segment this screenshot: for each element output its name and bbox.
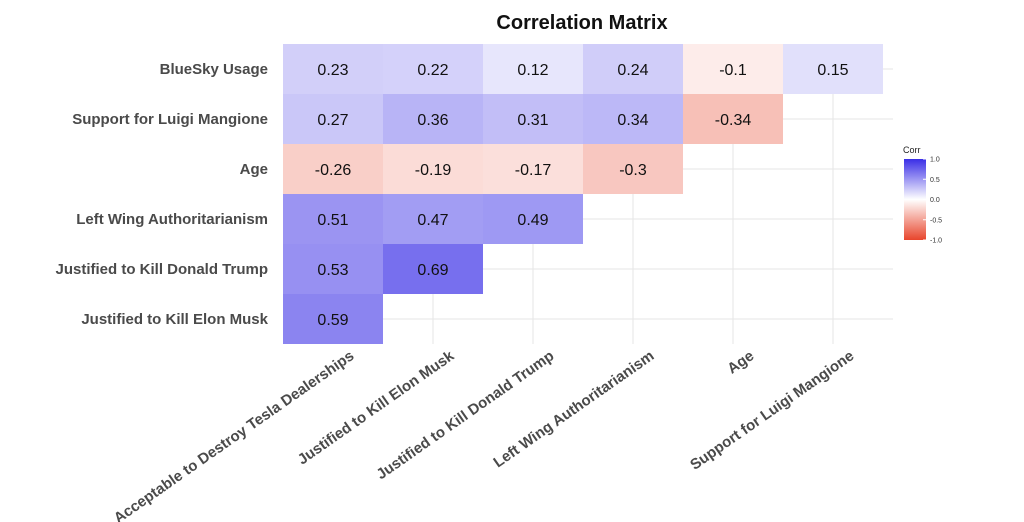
legend-title: Corr <box>903 145 921 155</box>
legend-tick-label: 0.5 <box>930 177 940 184</box>
x-tick-label: Age <box>724 347 757 377</box>
y-tick-label: Support for Luigi Mangione <box>72 111 268 128</box>
heatmap-cells: 0.23 0.22 0.12 0.24 -0.1 0.15 0.27 0.36 0.31 0.34… <box>283 44 883 344</box>
legend-tick-label: -0.5 <box>930 217 942 224</box>
cell-value-label: -0.34 <box>715 112 752 129</box>
cell-value-label: 0.23 <box>317 62 348 79</box>
heatmap-cell <box>383 144 483 194</box>
heatmap-cell <box>483 144 583 194</box>
x-tick-label: Acceptable to Destroy Tesla Dealerships <box>111 347 357 522</box>
y-tick-label: Justified to Kill Elon Musk <box>81 311 268 328</box>
cell-value-label: -0.17 <box>515 162 552 179</box>
x-tick-label: Justified to Kill Donald Trump <box>373 347 557 483</box>
heatmap-cell <box>383 194 483 244</box>
heatmap-cell <box>383 244 483 294</box>
heatmap-cell <box>783 44 883 94</box>
cell-value-label: 0.12 <box>517 62 548 79</box>
cell-value-label: 0.15 <box>817 62 848 79</box>
cell-value-label: -0.1 <box>719 62 747 79</box>
x-axis-labels: Acceptable to Destroy Tesla DealershipsJ… <box>111 347 857 522</box>
y-tick-label: Left Wing Authoritarianism <box>76 211 268 228</box>
color-legend: Corr 1.0 0.5 0.0 -0.5 -1.0 <box>903 145 942 245</box>
cell-value-label: 0.69 <box>417 262 448 279</box>
cell-value-label: 0.31 <box>517 112 548 129</box>
heatmap-cell <box>283 144 383 194</box>
legend-tick-label: 1.0 <box>930 157 940 164</box>
x-tick-label: Left Wing Authoritarianism <box>490 347 657 471</box>
cell-value-label: -0.19 <box>415 162 452 179</box>
cell-value-label: 0.47 <box>417 212 448 229</box>
cell-value-label: 0.59 <box>317 312 348 329</box>
cell-value-label: 0.34 <box>617 112 648 129</box>
cell-value-label: -0.3 <box>619 162 647 179</box>
heatmap-cell <box>283 194 383 244</box>
cell-value-label: 0.24 <box>617 62 648 79</box>
legend-tick-label: 0.0 <box>930 197 940 204</box>
y-tick-label: BlueSky Usage <box>160 61 268 78</box>
legend-colorbar <box>904 159 926 240</box>
y-axis-labels: BlueSky Usage Support for Luigi Mangione A… <box>55 61 268 328</box>
heatmap-cell <box>483 94 583 144</box>
legend-tick-label: -1.0 <box>930 238 942 245</box>
cell-value-label: 0.49 <box>517 212 548 229</box>
heatmap-cell <box>383 94 483 144</box>
cell-value-label: 0.36 <box>417 112 448 129</box>
heatmap-cell <box>283 294 383 344</box>
cell-value-label: -0.26 <box>315 162 352 179</box>
cell-value-label: 0.51 <box>317 212 348 229</box>
heatmap-cell <box>583 44 683 94</box>
chart-title: Correlation Matrix <box>496 12 667 34</box>
cell-value-label: 0.22 <box>417 62 448 79</box>
y-tick-label: Justified to Kill Donald Trump <box>55 261 268 278</box>
heatmap-cell <box>383 44 483 94</box>
x-tick-label: Support for Luigi Mangione <box>687 347 857 473</box>
cell-value-label: 0.27 <box>317 112 348 129</box>
heatmap-cell <box>283 44 383 94</box>
heatmap-cell <box>483 44 583 94</box>
heatmap-cell <box>283 94 383 144</box>
heatmap-cell <box>683 94 783 144</box>
x-tick-label: Justified to Kill Elon Musk <box>295 347 458 468</box>
heatmap-cell <box>483 194 583 244</box>
y-tick-label: Age <box>240 161 268 178</box>
cell-value-label: 0.53 <box>317 262 348 279</box>
heatmap-cell <box>683 44 783 94</box>
heatmap-cell <box>283 244 383 294</box>
heatmap-cell <box>583 144 683 194</box>
heatmap-cell <box>583 94 683 144</box>
